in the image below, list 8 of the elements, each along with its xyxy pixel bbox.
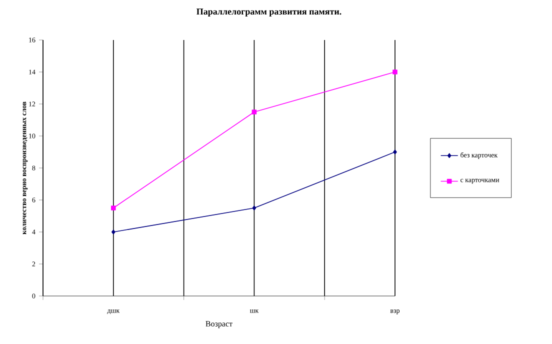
point <box>252 110 257 114</box>
chart-title: Параллелограмм развития памяти. <box>196 8 342 16</box>
point <box>111 206 116 210</box>
x-axis-title: Возраст <box>206 321 232 328</box>
point <box>252 206 256 210</box>
point <box>393 150 397 154</box>
point <box>112 230 116 234</box>
point <box>392 70 398 74</box>
